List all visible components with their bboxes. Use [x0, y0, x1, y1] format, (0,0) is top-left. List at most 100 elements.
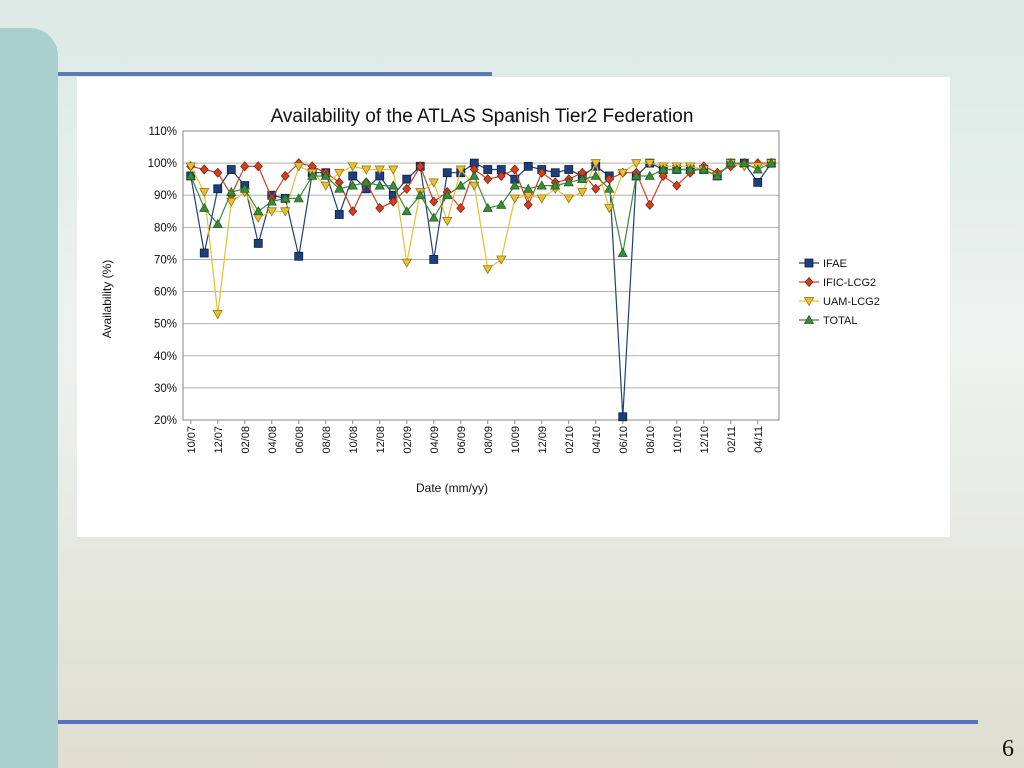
data-point [483, 165, 493, 174]
data-point [483, 174, 493, 185]
data-point [199, 164, 209, 175]
data-point [442, 168, 452, 178]
data-point [644, 170, 655, 180]
series-layer [185, 157, 777, 422]
data-point [334, 210, 344, 219]
chart-legend: IFAE IFIC-LCG2 UAM-LCG2 TOTAL [799, 258, 880, 327]
data-point [644, 159, 655, 169]
data-point [401, 206, 412, 216]
data-point [523, 183, 534, 193]
data-point [212, 218, 223, 228]
legend-label: IFAE [823, 258, 847, 270]
data-point [617, 168, 628, 178]
y-tick-label: 80% [154, 222, 177, 234]
data-point [496, 199, 507, 209]
x-tick-label: 04/09 [429, 426, 441, 454]
x-tick-label: 06/08 [294, 426, 306, 454]
data-point [804, 276, 814, 288]
y-tick-label: 100% [148, 158, 177, 170]
data-point [280, 170, 290, 181]
x-tick-label: 12/08 [375, 426, 387, 454]
data-point [266, 196, 277, 206]
data-point [374, 180, 385, 190]
data-point [671, 164, 682, 174]
data-point [253, 206, 264, 216]
data-point [563, 177, 574, 187]
data-point [388, 196, 398, 207]
y-tick-label: 50% [154, 319, 177, 331]
data-point [388, 180, 399, 190]
data-point [455, 165, 466, 175]
y-tick-label: 40% [154, 351, 177, 363]
data-point [469, 181, 480, 191]
data-point [428, 212, 439, 222]
legend-label: UAM-LCG2 [823, 296, 880, 308]
data-point [348, 206, 358, 217]
data-point [280, 193, 291, 203]
data-point [402, 183, 412, 194]
data-point [469, 170, 480, 180]
y-tick-label: 90% [154, 190, 177, 202]
data-point [199, 248, 209, 258]
series-line [190, 162, 772, 213]
y-tick-label: 30% [154, 383, 177, 395]
data-point [348, 171, 358, 181]
data-point [803, 314, 815, 324]
data-point [334, 168, 345, 178]
data-point [509, 180, 520, 190]
x-tick-label: 08/08 [321, 426, 333, 454]
x-tick-labels: 10/07 12/07 02/08 04/08 06/08 08/08 10/08 12/08… [186, 420, 765, 454]
data-point [253, 161, 263, 172]
data-point [402, 174, 412, 184]
series-line [190, 162, 772, 254]
data-point [347, 180, 358, 190]
data-point [199, 202, 210, 212]
data-point [550, 168, 560, 178]
y-tick-label: 110% [148, 126, 177, 138]
legend-item: IFAE [799, 258, 847, 270]
data-point [239, 183, 250, 193]
y-axis-label: Availability (%) [100, 260, 114, 338]
data-point [334, 183, 345, 193]
data-point [698, 164, 709, 174]
data-point [725, 157, 736, 167]
x-tick-label: 04/08 [267, 426, 279, 454]
x-tick-label: 12/10 [699, 426, 711, 454]
x-tick-label: 02/11 [726, 426, 738, 453]
data-point [442, 190, 453, 200]
data-point [591, 183, 601, 194]
data-point [482, 202, 493, 212]
legend-item: TOTAL [799, 314, 857, 327]
legend-label: TOTAL [823, 315, 857, 327]
series-total [185, 157, 777, 257]
data-point [374, 165, 385, 175]
data-point [428, 178, 439, 188]
data-point [550, 180, 561, 190]
x-tick-label: 10/09 [510, 426, 522, 454]
data-point [604, 183, 615, 193]
data-point [536, 194, 547, 204]
x-tick-label: 02/10 [564, 426, 576, 454]
data-point [509, 194, 520, 204]
data-point [415, 190, 426, 200]
x-tick-label: 02/09 [402, 426, 414, 454]
data-point [617, 247, 628, 257]
x-tick-label: 06/10 [618, 426, 630, 454]
legend-label: IFIC-LCG2 [823, 277, 876, 289]
data-point [645, 199, 655, 210]
slide-number: 6 [1002, 736, 1014, 762]
data-point [226, 165, 236, 174]
data-point [320, 170, 331, 180]
data-point [293, 193, 304, 203]
data-point [590, 170, 601, 180]
data-point [739, 157, 750, 167]
data-point [523, 199, 533, 210]
data-point [712, 170, 723, 180]
data-point [226, 186, 237, 196]
x-tick-label: 10/07 [186, 426, 198, 454]
data-point [213, 184, 223, 194]
x-tick-label: 10/10 [672, 426, 684, 454]
data-point [185, 170, 196, 180]
legend-item: IFIC-LCG2 [799, 276, 876, 289]
data-point [253, 213, 264, 223]
